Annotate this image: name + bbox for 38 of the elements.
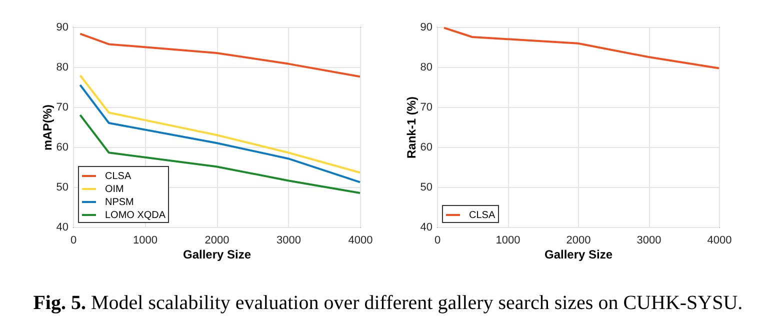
y-tick-label: 40 — [56, 222, 68, 234]
y-tick-label: 70 — [420, 102, 432, 114]
x-axis-title: Gallery Size — [544, 248, 613, 262]
y-tick-label: 90 — [420, 22, 432, 34]
x-tick-label: 1000 — [496, 234, 520, 246]
legend-label: OIM — [105, 184, 124, 195]
legend-label: CLSA — [105, 171, 132, 182]
y-axis-title: Rank-1 (%) — [404, 96, 418, 159]
x-tick-label: 4000 — [348, 234, 373, 246]
y-tick-label: 40 — [420, 222, 432, 234]
x-tick-label: 0 — [70, 234, 77, 246]
y-tick-label: 90 — [56, 22, 68, 34]
line-series — [443, 26, 720, 70]
x-tick-label: 1000 — [133, 234, 158, 246]
legend-label: CLSA — [469, 210, 496, 221]
x-tick-label: 2000 — [204, 234, 230, 246]
x-axis-title: Gallery Size — [182, 248, 252, 262]
line-series — [79, 74, 361, 174]
x-tick-label: 0 — [434, 234, 441, 246]
y-tick-label: 80 — [56, 62, 68, 74]
y-tick-label: 60 — [56, 142, 68, 154]
line-series — [79, 32, 361, 78]
legend-label: LOMO XQDA — [105, 210, 166, 221]
y-tick-label: 50 — [420, 182, 432, 194]
caption: Fig. 5. — [33, 292, 86, 314]
y-tick-label: 70 — [56, 102, 68, 114]
line-series — [79, 84, 361, 184]
y-tick-label: 50 — [56, 182, 68, 194]
y-tick-label: 80 — [420, 62, 432, 74]
x-tick-label: 2000 — [566, 234, 591, 246]
text: Model scalability evaluation over different gallery search sizes on CUHK-SYSU. — [91, 292, 743, 314]
y-axis-title: mAP(%) — [40, 104, 54, 151]
line-series — [79, 114, 361, 194]
x-tick-label: 3000 — [636, 234, 662, 246]
x-tick-label: 4000 — [707, 234, 732, 246]
legend-label: NPSM — [105, 197, 134, 208]
y-tick-label: 60 — [420, 142, 432, 154]
x-tick-label: 3000 — [276, 234, 301, 246]
